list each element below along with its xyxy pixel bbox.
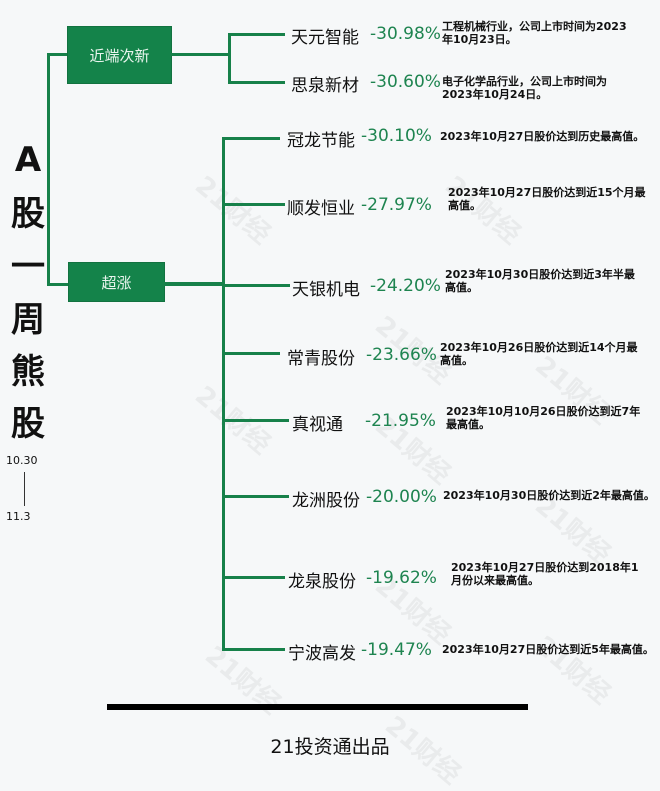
stock-name: 龙泉股份 — [288, 572, 356, 592]
connector-line — [222, 137, 280, 140]
watermark: 21财经 — [189, 170, 276, 251]
date-start: 10.30 — [6, 454, 38, 467]
stock-change: -27.97% — [361, 195, 432, 215]
main-trunk-line — [47, 53, 50, 286]
connector-line — [222, 648, 285, 651]
stock-name: 天银机电 — [292, 280, 360, 300]
connector-line — [222, 576, 285, 579]
connector-line — [47, 53, 67, 56]
stock-name: 常青股份 — [287, 349, 355, 369]
stock-desc: 2023年10月27日股价达到近5年最高值。 — [442, 643, 654, 656]
category-label: 超涨 — [101, 273, 132, 292]
title-char: 股 — [11, 194, 45, 234]
connector-line — [222, 495, 289, 498]
connector-line — [163, 282, 223, 286]
category-box-overbought: 超涨 — [68, 262, 165, 302]
stock-name: 顺发恒业 — [287, 199, 355, 219]
connector-line — [222, 352, 280, 355]
category-label: 近端次新 — [89, 46, 150, 65]
stock-desc: 2023年10月27日股价达到近15个月最 高值。 — [448, 186, 646, 212]
stock-change: -20.00% — [366, 487, 437, 507]
title-char: 熊 — [11, 352, 45, 392]
stock-change: -30.60% — [370, 72, 441, 92]
connector-line — [170, 53, 229, 56]
stock-change: -23.66% — [366, 345, 437, 365]
branch-trunk-line — [222, 137, 225, 651]
stock-name: 宁波高发 — [288, 644, 356, 664]
date-separator — [24, 472, 25, 506]
branch-trunk-line — [228, 33, 231, 84]
stock-desc: 2023年10月30日股价达到近2年最高值。 — [443, 489, 655, 502]
stock-change: -19.47% — [361, 640, 432, 660]
stock-change: -30.98% — [370, 24, 441, 44]
stock-name: 天元智能 — [291, 28, 359, 48]
title-char: 一 — [11, 247, 45, 287]
stock-desc: 2023年10月26日股价达到近14个月最 高值。 — [440, 341, 638, 367]
stock-desc: 电子化学品行业，公司上市时间为 2023年10月24日。 — [442, 75, 607, 101]
stock-name: 思泉新材 — [291, 76, 359, 96]
stock-name: 真视通 — [292, 415, 343, 435]
title-char: 股 — [11, 404, 45, 444]
connector-line — [222, 203, 285, 206]
connector-line — [228, 81, 285, 84]
stock-desc: 2023年10月27日股价达到历史最高值。 — [440, 130, 645, 143]
stock-change: -24.20% — [370, 276, 441, 296]
stock-desc: 工程机械行业，公司上市时间为2023 年10月23日。 — [442, 20, 627, 46]
watermark: 21财经 — [529, 630, 616, 711]
stock-name: 冠龙节能 — [287, 131, 355, 151]
footer-credit: 21投资通出品 — [270, 736, 390, 758]
title-char: 周 — [11, 300, 45, 340]
stock-name: 龙洲股份 — [292, 491, 360, 511]
stock-desc: 2023年10月27日股价达到2018年1 月份以来最高值。 — [451, 561, 639, 587]
footer-divider — [107, 704, 528, 710]
title-char: A — [14, 140, 42, 180]
connector-line — [47, 283, 68, 286]
category-box-recent-ipo: 近端次新 — [67, 26, 172, 84]
connector-line — [222, 284, 290, 287]
date-end: 11.3 — [6, 510, 31, 523]
connector-line — [222, 419, 289, 422]
stock-change: -30.10% — [361, 126, 432, 146]
connector-line — [228, 33, 285, 36]
stock-desc: 2023年10月30日股价达到近3年半最 高值。 — [445, 268, 635, 294]
stock-change: -19.62% — [366, 568, 437, 588]
stock-desc: 2023年10月10月26日股价达到近7年 最高值。 — [446, 405, 641, 431]
stock-change: -21.95% — [365, 411, 436, 431]
